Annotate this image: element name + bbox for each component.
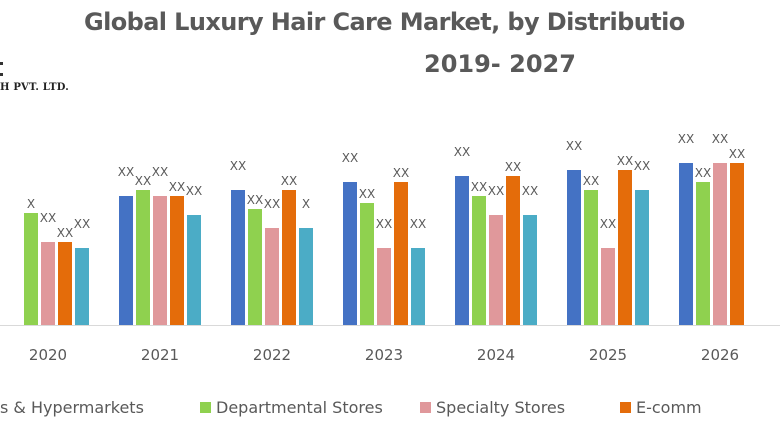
bar-specialty-stores-2020 <box>41 242 55 325</box>
data-label: XX <box>281 174 297 188</box>
data-label: XX <box>583 174 599 188</box>
data-label: XX <box>410 217 426 231</box>
bar-specialty-stores-2023 <box>377 248 391 325</box>
bar-supermarkets-hypermarkets-2023 <box>343 182 357 325</box>
company-logo-text: H PVT. LTD. <box>0 82 69 93</box>
bar-others-2020 <box>75 248 89 325</box>
chart-subtitle: 2019- 2027 <box>424 50 576 78</box>
data-label: X <box>302 197 310 211</box>
bar-departmental-stores-2022 <box>248 209 262 325</box>
logo-mark-icon <box>0 73 3 76</box>
data-label: XX <box>152 165 168 179</box>
data-label: XX <box>471 180 487 194</box>
data-label: XX <box>634 159 650 173</box>
data-label: X <box>27 197 35 211</box>
data-label: XX <box>566 139 582 153</box>
x-tick-label: 2023 <box>365 346 403 364</box>
x-tick-label: 2026 <box>701 346 739 364</box>
data-label: XX <box>186 184 202 198</box>
data-label: XX <box>454 145 470 159</box>
bar-e-commerce-2025 <box>618 170 632 325</box>
x-tick-label: 2025 <box>589 346 627 364</box>
data-label: XX <box>488 184 504 198</box>
data-label: XX <box>342 151 358 165</box>
data-label: XX <box>376 217 392 231</box>
bar-e-commerce-2023 <box>394 182 408 325</box>
legend-label: s & Hypermarkets <box>0 398 144 417</box>
bar-departmental-stores-2020 <box>24 213 38 325</box>
logo-mark-icon <box>0 62 3 65</box>
bar-departmental-stores-2025 <box>584 190 598 325</box>
x-tick-label: 2021 <box>141 346 179 364</box>
legend-item: Departmental Stores <box>200 398 383 417</box>
bar-specialty-stores-2026 <box>713 163 727 325</box>
data-label: XX <box>729 147 745 161</box>
bar-supermarkets-hypermarkets-2021 <box>119 196 133 325</box>
bar-specialty-stores-2022 <box>265 228 279 325</box>
data-label: XX <box>230 159 246 173</box>
bar-others-2022 <box>299 228 313 325</box>
legend-swatch-icon <box>620 402 631 413</box>
chart-title: Global Luxury Hair Care Market, by Distr… <box>84 8 685 36</box>
bar-departmental-stores-2024 <box>472 196 486 325</box>
legend-swatch-icon <box>420 402 431 413</box>
bar-e-commerce-2021 <box>170 196 184 325</box>
data-label: XX <box>74 217 90 231</box>
data-label: XX <box>617 154 633 168</box>
data-label: XX <box>135 174 151 188</box>
bar-specialty-stores-2024 <box>489 215 503 325</box>
data-label: XX <box>247 193 263 207</box>
legend-item: E-comm <box>620 398 702 417</box>
data-label: XX <box>678 132 694 146</box>
chart-legend: s & Hypermarkets Departmental Stores Speci… <box>0 398 780 424</box>
data-label: XX <box>505 160 521 174</box>
x-tick-label: 2024 <box>477 346 515 364</box>
data-label: XX <box>118 165 134 179</box>
bar-e-commerce-2022 <box>282 190 296 325</box>
data-label: XX <box>712 132 728 146</box>
data-label: XX <box>393 166 409 180</box>
bar-e-commerce-2024 <box>506 176 520 325</box>
legend-label: Specialty Stores <box>436 398 566 417</box>
bar-others-2024 <box>523 215 537 325</box>
bar-e-commerce-2026 <box>730 163 744 325</box>
x-tick-label: 2022 <box>253 346 291 364</box>
data-label: XX <box>264 197 280 211</box>
data-label: XX <box>40 211 56 225</box>
bar-e-commerce-2020 <box>58 242 72 325</box>
data-label: XX <box>57 226 73 240</box>
bar-supermarkets-hypermarkets-2026 <box>679 163 693 325</box>
data-label: XX <box>522 184 538 198</box>
bar-others-2025 <box>635 190 649 325</box>
legend-item: s & Hypermarkets <box>0 398 144 417</box>
data-label: XX <box>600 217 616 231</box>
x-tick-label: 2020 <box>29 346 67 364</box>
bar-supermarkets-hypermarkets-2024 <box>455 176 469 325</box>
bar-supermarkets-hypermarkets-2025 <box>567 170 581 325</box>
legend-item: Specialty Stores <box>420 398 565 417</box>
bar-others-2023 <box>411 248 425 325</box>
bar-departmental-stores-2026 <box>696 182 710 325</box>
legend-swatch-icon <box>200 402 211 413</box>
legend-label: E-comm <box>636 398 702 417</box>
bar-specialty-stores-2025 <box>601 248 615 325</box>
bar-departmental-stores-2021 <box>136 190 150 325</box>
bar-specialty-stores-2021 <box>153 196 167 325</box>
data-label: XX <box>359 187 375 201</box>
bar-departmental-stores-2023 <box>360 203 374 325</box>
data-label: XX <box>169 180 185 194</box>
bar-supermarkets-hypermarkets-2022 <box>231 190 245 325</box>
legend-label: Departmental Stores <box>216 398 383 417</box>
data-label: XX <box>695 166 711 180</box>
bar-others-2021 <box>187 215 201 325</box>
